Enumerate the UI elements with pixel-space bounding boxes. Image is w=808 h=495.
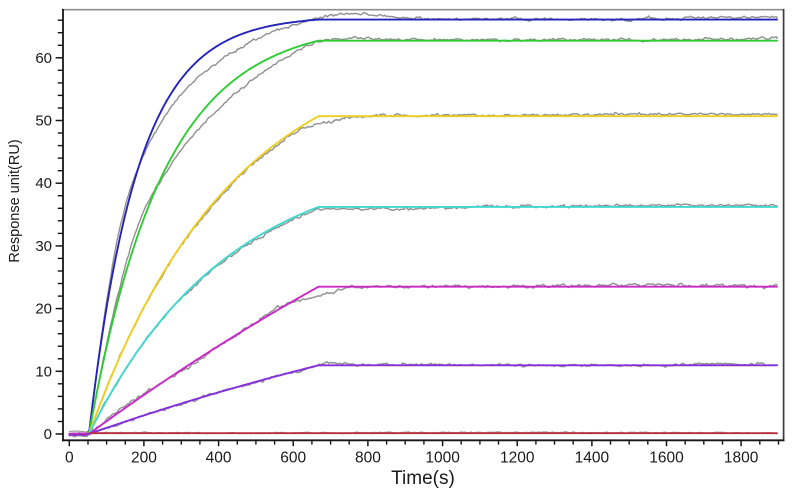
svg-text:1000: 1000 bbox=[425, 450, 460, 467]
svg-text:Time(s): Time(s) bbox=[391, 468, 455, 489]
svg-text:1200: 1200 bbox=[500, 450, 535, 467]
svg-text:Response unit(RU): Response unit(RU) bbox=[7, 139, 23, 262]
svg-text:0: 0 bbox=[65, 450, 74, 467]
svg-text:400: 400 bbox=[206, 450, 232, 467]
svg-text:1400: 1400 bbox=[575, 450, 610, 467]
svg-text:800: 800 bbox=[355, 450, 381, 467]
svg-text:40: 40 bbox=[35, 175, 52, 192]
svg-text:60: 60 bbox=[35, 50, 52, 67]
svg-text:30: 30 bbox=[35, 238, 52, 255]
svg-text:10: 10 bbox=[35, 363, 52, 380]
svg-text:50: 50 bbox=[35, 113, 52, 130]
svg-text:1800: 1800 bbox=[724, 450, 759, 467]
svg-text:600: 600 bbox=[280, 450, 306, 467]
svg-text:0: 0 bbox=[44, 426, 52, 443]
svg-text:20: 20 bbox=[35, 301, 52, 318]
svg-text:200: 200 bbox=[131, 450, 157, 467]
svg-text:1600: 1600 bbox=[649, 450, 684, 467]
